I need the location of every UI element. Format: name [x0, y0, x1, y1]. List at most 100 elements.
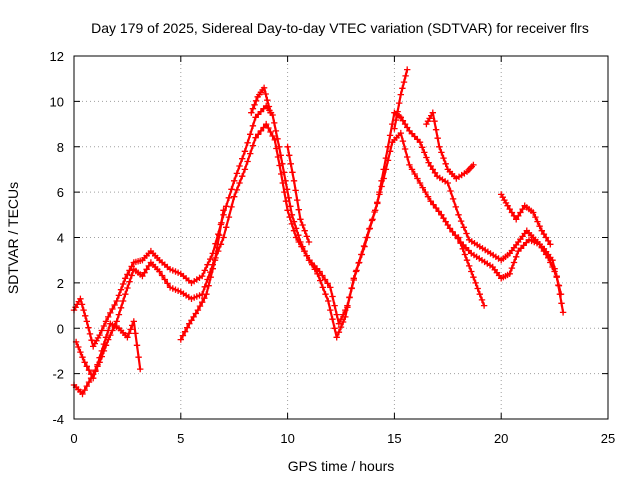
data-point-marker	[455, 234, 462, 241]
data-point-marker	[558, 300, 565, 307]
data-point-marker	[401, 145, 409, 153]
data-point-marker	[404, 66, 411, 73]
chart-title: Day 179 of 2025, Sidereal Day-to-day VTE…	[91, 20, 589, 36]
data-point-marker	[137, 365, 144, 373]
data-point-marker	[504, 202, 511, 209]
data-point-marker	[536, 241, 543, 248]
x-axis-label: GPS time / hours	[288, 458, 395, 474]
data-point-marker	[78, 301, 86, 308]
data-point-marker	[98, 327, 105, 334]
data-point-marker	[314, 270, 321, 277]
data-point-marker	[532, 213, 539, 221]
data-point-marker	[339, 318, 347, 326]
data-point-marker	[107, 309, 114, 317]
data-point-marker	[506, 270, 513, 277]
data-point-marker	[396, 99, 403, 107]
data-point-marker	[130, 318, 137, 325]
data-point-marker	[83, 363, 90, 370]
data-point-marker	[301, 247, 308, 255]
data-point-marker	[115, 292, 123, 299]
data-point-marker	[331, 302, 338, 309]
data-point-marker	[317, 277, 324, 284]
data-point-marker	[192, 310, 199, 317]
data-point-marker	[179, 332, 187, 339]
data-point-marker	[306, 257, 313, 264]
data-point-marker	[239, 155, 246, 162]
data-point-marker	[401, 120, 409, 128]
data-point-marker	[292, 187, 299, 194]
data-point-marker	[553, 272, 560, 280]
data-point-marker	[231, 193, 238, 200]
data-point-marker	[265, 124, 272, 132]
data-point-marker	[282, 198, 290, 205]
data-point-marker	[386, 148, 394, 155]
data-point-marker	[303, 233, 310, 240]
data-point-marker	[466, 262, 473, 270]
x-tick-label: 15	[387, 431, 401, 446]
data-point-marker	[119, 280, 127, 288]
y-axis-label: SDTVAR / TECUs	[5, 182, 21, 294]
data-point-marker	[540, 247, 548, 255]
data-point-marker	[186, 320, 193, 327]
data-point-marker	[102, 318, 110, 325]
data-point-marker	[547, 241, 554, 248]
data-point-marker	[348, 284, 355, 292]
data-point-marker	[333, 311, 340, 318]
data-point-marker	[207, 274, 214, 281]
data-point-marker	[506, 205, 513, 213]
data-point-marker	[105, 327, 112, 334]
data-point-marker	[399, 117, 407, 124]
data-point-marker	[369, 216, 376, 223]
data-point-marker	[350, 275, 357, 282]
data-point-marker	[510, 259, 518, 266]
data-point-marker	[463, 230, 470, 237]
data-point-marker	[517, 209, 524, 216]
data-point-marker	[184, 324, 191, 331]
data-point-marker	[301, 227, 308, 234]
data-point-marker	[382, 166, 390, 173]
data-point-marker	[286, 152, 293, 159]
data-point-marker	[547, 259, 554, 266]
data-point-marker	[79, 354, 86, 361]
data-point-marker	[346, 294, 353, 301]
data-point-marker	[333, 334, 340, 341]
data-point-marker	[556, 291, 564, 298]
data-point-marker	[257, 127, 265, 135]
data-point-marker	[431, 118, 438, 125]
data-point-marker	[391, 125, 398, 132]
data-point-marker	[269, 132, 276, 140]
data-point-marker	[290, 177, 298, 184]
data-point-marker	[209, 265, 216, 272]
data-point-marker	[372, 207, 379, 214]
data-point-marker	[262, 90, 269, 98]
y-tick-label: 12	[50, 49, 64, 64]
data-point-marker	[129, 322, 136, 329]
data-point-marker	[408, 166, 416, 173]
data-point-marker	[82, 312, 89, 319]
data-point-marker	[203, 291, 210, 298]
data-point-marker	[327, 284, 334, 291]
data-point-marker	[513, 216, 520, 223]
data-point-marker	[81, 386, 88, 394]
data-point-marker	[231, 177, 238, 184]
data-point-marker	[124, 284, 131, 292]
data-point-marker	[386, 132, 394, 139]
data-point-marker	[297, 216, 304, 223]
data-point-marker	[211, 257, 219, 264]
data-point-marker	[139, 272, 146, 280]
data-point-marker	[452, 203, 459, 211]
data-point-marker	[545, 237, 552, 245]
data-point-marker	[325, 297, 332, 305]
data-point-marker	[252, 97, 260, 104]
data-point-marker	[132, 330, 139, 337]
data-point-marker	[419, 144, 426, 151]
data-point-marker	[366, 225, 373, 232]
data-point-marker	[284, 143, 291, 150]
data-point-marker	[290, 227, 298, 234]
data-point-marker	[435, 208, 442, 215]
data-point-marker	[294, 196, 301, 204]
data-point-marker	[303, 252, 310, 259]
data-point-marker	[248, 109, 255, 116]
data-point-marker	[263, 120, 270, 128]
